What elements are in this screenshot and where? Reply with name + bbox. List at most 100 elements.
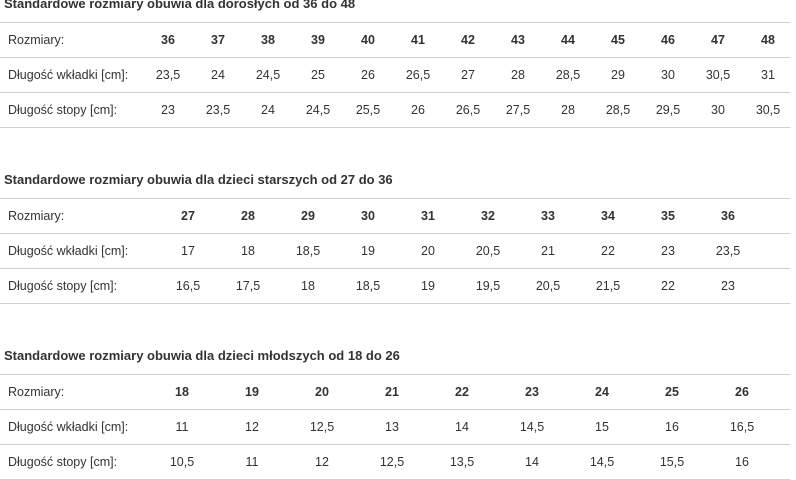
size-cell: 40 (361, 33, 375, 47)
length-cell: 16 (665, 420, 679, 434)
size-cell: 30 (361, 209, 375, 223)
length-cell: 18 (301, 279, 315, 293)
length-cell: 23,5 (205, 103, 231, 117)
size-cell: 37 (211, 33, 225, 47)
size-cell: 25 (665, 385, 679, 399)
size-cell: 33 (541, 209, 555, 223)
size-cell: 38 (261, 33, 275, 47)
length-cell: 27 (461, 68, 475, 82)
length-cell: 18 (241, 244, 255, 258)
length-cell: 14 (525, 455, 539, 469)
length-cell: 24 (211, 68, 225, 82)
size-cell: 24 (595, 385, 609, 399)
length-cell: 30 (711, 103, 725, 117)
length-cell: 29,5 (655, 103, 681, 117)
row-label: Długość wkładki [cm]: (8, 68, 129, 82)
length-cell: 12 (245, 420, 259, 434)
size-cell: 28 (241, 209, 255, 223)
row-label: Rozmiary: (8, 209, 65, 223)
length-cell: 12,5 (379, 455, 405, 469)
length-cell: 15 (595, 420, 609, 434)
size-cell: 45 (611, 33, 625, 47)
length-cell: 30,5 (755, 103, 781, 117)
size-cell: 27 (181, 209, 195, 223)
length-cell: 14,5 (519, 420, 545, 434)
length-cell: 28,5 (555, 68, 581, 82)
length-cell: 13 (385, 420, 399, 434)
length-cell: 25,5 (355, 103, 381, 117)
row-divider (0, 22, 790, 23)
length-cell: 31 (761, 68, 775, 82)
length-cell: 23,5 (715, 244, 741, 258)
size-cell: 46 (661, 33, 675, 47)
length-cell: 20,5 (535, 279, 561, 293)
length-cell: 19,5 (475, 279, 501, 293)
row-divider (0, 233, 790, 234)
row-label: Długość wkładki [cm]: (8, 420, 129, 434)
row-divider (0, 303, 790, 304)
row-divider (0, 198, 790, 199)
length-cell: 15,5 (659, 455, 685, 469)
length-cell: 14 (455, 420, 469, 434)
size-cell: 19 (245, 385, 259, 399)
size-cell: 31 (421, 209, 435, 223)
length-cell: 28 (561, 103, 575, 117)
size-cell: 22 (455, 385, 469, 399)
row-divider (0, 127, 790, 128)
row-label: Długość stopy [cm]: (8, 279, 118, 293)
row-divider (0, 268, 790, 269)
length-cell: 16,5 (729, 420, 755, 434)
length-cell: 21,5 (595, 279, 621, 293)
size-cell: 41 (411, 33, 425, 47)
size-cell: 20 (315, 385, 329, 399)
row-label: Rozmiary: (8, 33, 65, 47)
length-cell: 12 (315, 455, 329, 469)
size-cell: 35 (661, 209, 675, 223)
size-cell: 43 (511, 33, 525, 47)
size-cell: 34 (601, 209, 615, 223)
section-title: Standardowe rozmiary obuwia dla dzieci m… (4, 348, 400, 363)
length-cell: 14,5 (589, 455, 615, 469)
size-cell: 48 (761, 33, 775, 47)
length-cell: 18,5 (355, 279, 381, 293)
section-title: Standardowe rozmiary obuwia dla dzieci s… (4, 172, 393, 187)
length-cell: 23 (661, 244, 675, 258)
length-cell: 10,5 (169, 455, 195, 469)
length-cell: 25 (311, 68, 325, 82)
length-cell: 17,5 (235, 279, 261, 293)
length-cell: 22 (601, 244, 615, 258)
size-cell: 23 (525, 385, 539, 399)
row-label: Długość stopy [cm]: (8, 455, 118, 469)
size-cell: 47 (711, 33, 725, 47)
size-cell: 39 (311, 33, 325, 47)
length-cell: 17 (181, 244, 195, 258)
length-cell: 26 (411, 103, 425, 117)
length-cell: 26,5 (405, 68, 431, 82)
row-divider (0, 444, 790, 445)
length-cell: 11 (175, 420, 189, 434)
size-cell: 44 (561, 33, 575, 47)
size-cell: 36 (721, 209, 735, 223)
length-cell: 26,5 (455, 103, 481, 117)
row-label: Długość stopy [cm]: (8, 103, 118, 117)
length-cell: 20 (421, 244, 435, 258)
row-divider (0, 57, 790, 58)
length-cell: 23,5 (155, 68, 181, 82)
length-cell: 26 (361, 68, 375, 82)
length-cell: 24 (261, 103, 275, 117)
length-cell: 24,5 (255, 68, 281, 82)
length-cell: 30 (661, 68, 675, 82)
length-cell: 16 (735, 455, 749, 469)
size-cell: 36 (161, 33, 175, 47)
length-cell: 11 (245, 455, 259, 469)
length-cell: 28,5 (605, 103, 631, 117)
section-title: Standardowe rozmiary obuwia dla dorosłyc… (4, 0, 356, 11)
length-cell: 19 (361, 244, 375, 258)
size-cell: 42 (461, 33, 475, 47)
length-cell: 22 (661, 279, 675, 293)
size-cell: 21 (385, 385, 399, 399)
row-divider (0, 409, 790, 410)
length-cell: 24,5 (305, 103, 331, 117)
length-cell: 23 (721, 279, 735, 293)
